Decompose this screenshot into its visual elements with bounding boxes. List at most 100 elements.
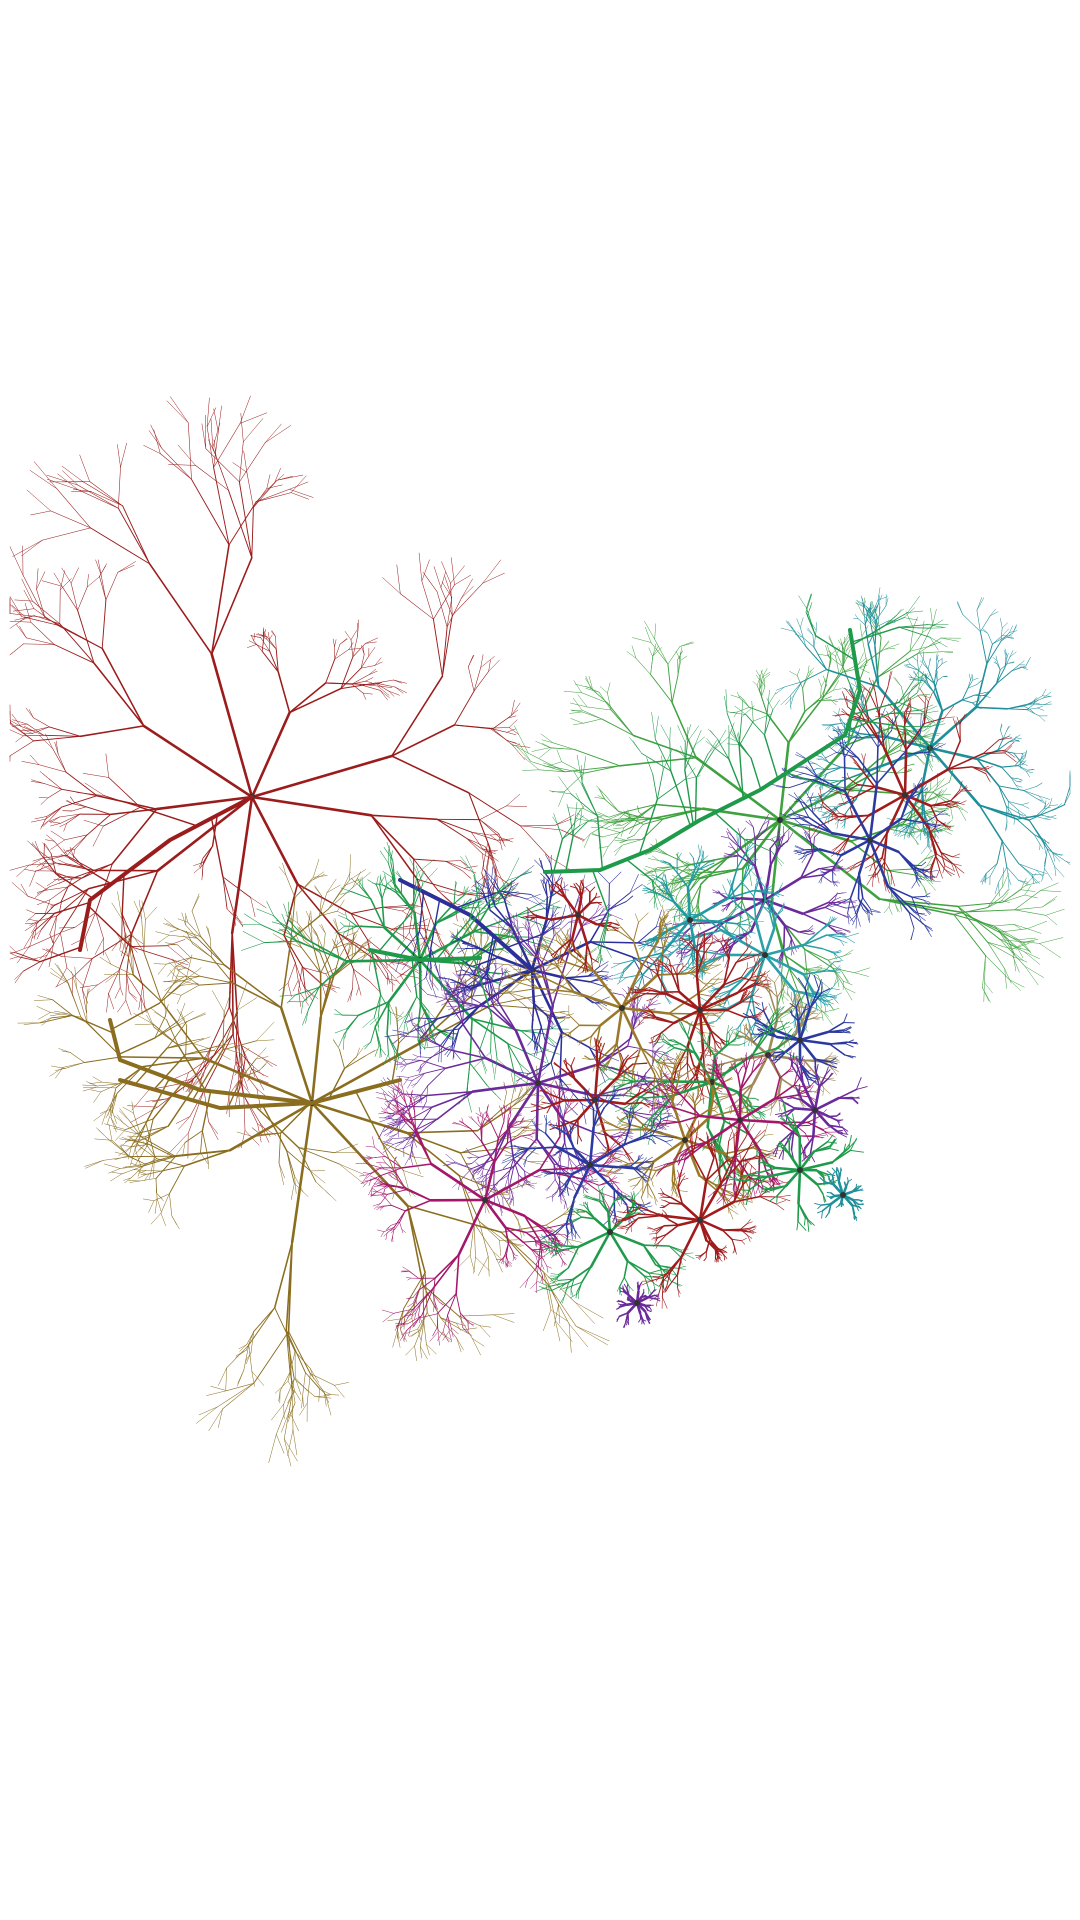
route-network-kunming [573,1102,579,1108]
route-network-urumqi [170,396,189,424]
route-network-lhasa [312,930,318,937]
route-network-urumqi [178,445,196,466]
route-network-lhasa [491,1004,535,1009]
route-network-lhasa [82,1084,98,1087]
route-network-lanzhou [538,1026,542,1044]
route-network-lanzhou [596,870,610,884]
route-network-lhasa [196,1406,218,1424]
route-network-hohhot [943,829,952,835]
route-network-urumqi [228,1006,242,1046]
route-network-urumqi [391,974,403,987]
route-network-lanzhou [476,887,484,895]
route-network-lhasa [509,1087,515,1110]
route-network-lhasa [566,1238,583,1243]
route-network-chengdu [411,1056,419,1062]
route-network-lhasa [138,899,142,919]
route-network-kunming [414,1132,433,1165]
route-network-harbin [1010,777,1017,786]
route-network-chengdu [662,1124,667,1131]
route-network-lhasa [55,1068,66,1071]
route-network-urumqi [452,582,484,616]
route-network-urumqi [413,858,439,891]
route-network-lhasa [153,963,167,965]
route-network-hohhot [1004,968,1007,989]
route-network-urumqi [34,886,50,898]
route-network-kunming [377,1194,388,1196]
route-network-urumqi [14,615,35,621]
route-network-lhasa [319,975,335,1019]
route-network-kunming [378,1112,387,1115]
route-network-urumqi [31,779,45,784]
route-network-chengdu [437,998,447,1003]
route-network-lhasa [473,1222,494,1253]
route-network-lhasa [177,967,187,971]
route-network-hohhot [582,833,591,843]
route-network-chengdu [558,1167,561,1190]
route-network-xining [396,870,403,880]
route-network-urumqi [45,806,62,820]
route-network-lanzhou [494,905,514,930]
route-network-lhasa [167,991,182,996]
route-network-urumqi [211,1006,230,1047]
route-network-urumqi [140,996,147,1013]
route-network-harbin [1015,737,1022,740]
route-network-urumqi [127,1105,158,1108]
route-network-lhasa [89,1081,103,1084]
route-network-lhasa [456,1337,464,1351]
route-network-chengdu [481,1174,487,1183]
route-network-lhasa [325,1394,340,1396]
route-network-chengdu [650,1125,654,1130]
route-network-lhasa [420,1346,422,1359]
route-network-chengdu [468,1157,472,1159]
route-network-lanzhou [438,1046,440,1063]
route-network-chengdu [404,1105,433,1108]
route-network-hohhot [1039,943,1061,959]
route-network-urumqi [210,418,214,448]
route-network-xining [462,903,470,907]
route-network-lhasa [543,1271,552,1311]
route-network-lhasa [137,1170,147,1175]
route-network-lhasa [362,940,371,945]
route-network-urumqi [53,644,95,664]
route-network-hohhot [918,637,942,654]
route-network-urumqi [117,507,151,565]
route-network-harbin [1032,874,1045,876]
route-network-urumqi [334,643,341,660]
route-network-kunming [455,1253,460,1295]
route-network-xining [465,891,475,895]
route-network-chengdu [497,984,500,1003]
route-network-urumqi [409,932,419,953]
route-network-urumqi [32,726,50,734]
route-network-lhasa [101,1111,107,1125]
route-network-lhasa [154,1198,158,1214]
route-network-chengdu [562,1119,566,1144]
route-network-lanzhou [531,1002,535,1029]
route-network-xining [379,876,385,885]
route-network-chengdu [420,1085,428,1096]
route-network-lhasa [326,884,341,893]
route-network-lhasa [50,967,68,982]
route-network-chengdu [513,1138,538,1168]
route-network-lanzhou [530,968,567,980]
route-network-hohhot [648,647,653,658]
route-network-urumqi [9,740,34,757]
route-network-hohhot [881,640,889,651]
route-network-xining [395,872,403,880]
route-network-urumqi [377,685,390,696]
route-network-hohhot [925,849,933,859]
route-network-urumqi [466,838,483,854]
route-network-hohhot [905,611,914,629]
route-network-lanzhou [564,977,584,997]
route-network-xining [375,884,383,900]
route-network-harbin [1055,804,1066,810]
route-network-urumqi [266,636,277,650]
route-network-urumqi [468,655,474,667]
route-network-urumqi [350,630,357,641]
route-network-xining [271,921,288,927]
route-network-chengdu [396,1075,410,1078]
route-network-urumqi [36,571,46,590]
route-network-urumqi [208,1121,219,1141]
route-network-urumqi [490,833,500,836]
route-network-harbin [921,845,928,854]
route-network-chengdu [525,1178,528,1184]
